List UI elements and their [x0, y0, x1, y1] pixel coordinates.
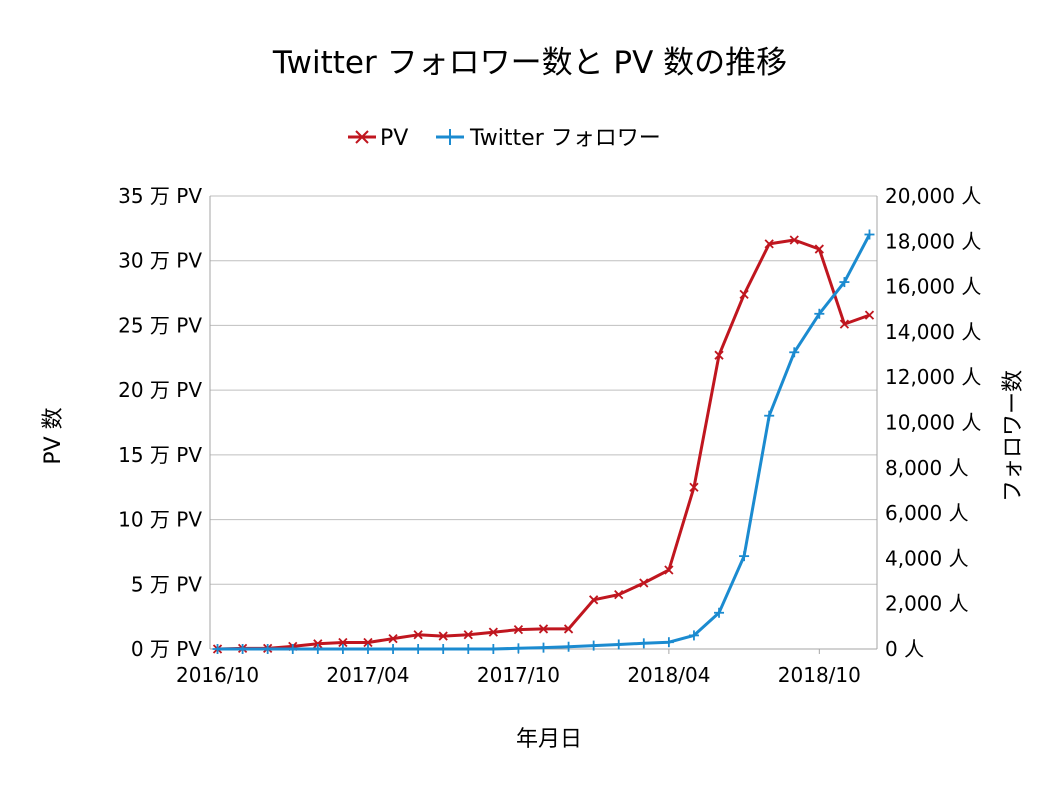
legend-item-pv: PV	[348, 126, 408, 151]
y-left-tick-label: 25 万 PV	[118, 313, 202, 337]
data-point	[689, 482, 699, 492]
axes	[209, 196, 878, 650]
left-axis-ticks: 0 万 PV 5 万 PV 10 万 PV 15 万 PV 20 万 PV 25 万 PV…	[118, 184, 202, 661]
series-pv	[212, 235, 875, 654]
x-tick-label: 2017/10	[477, 663, 560, 687]
data-point	[463, 644, 474, 654]
y-left-tick-label: 5 万 PV	[131, 572, 202, 596]
y-left-tick-label: 0 万 PV	[131, 637, 202, 661]
data-point	[764, 410, 775, 421]
y-left-tick-label: 10 万 PV	[118, 508, 202, 532]
right-axis-ticks: 0 人 2,000 人 4,000 人 6,000 人 8,000 人 10,000 人 1…	[885, 184, 981, 661]
series-line	[217, 238, 871, 651]
data-point	[388, 634, 398, 644]
y-axis-left-title: PV 数	[41, 407, 66, 464]
y-axis-right-title: フォロワー数	[1001, 370, 1026, 502]
data-point	[839, 319, 850, 329]
data-point	[588, 640, 599, 651]
y-right-tick-label: 2,000 人	[885, 592, 969, 616]
x-tick-label: 2018/04	[627, 663, 710, 687]
data-point	[413, 644, 424, 654]
data-point	[589, 595, 599, 605]
data-point	[789, 347, 800, 358]
y-right-tick-label: 10,000 人	[885, 411, 981, 435]
x-axis-title: 年月日	[516, 727, 582, 752]
data-point	[313, 639, 323, 649]
data-point	[488, 644, 499, 654]
data-point	[355, 130, 369, 144]
y-right-tick-label: 16,000 人	[885, 275, 981, 299]
plot-area	[212, 229, 875, 654]
data-point	[864, 310, 875, 320]
data-point	[663, 637, 674, 648]
data-point	[312, 644, 323, 654]
x-tick-label: 2018/10	[778, 663, 861, 687]
legend-marker-pv	[348, 130, 376, 144]
data-point	[212, 644, 223, 654]
data-point	[839, 277, 850, 288]
data-point	[337, 644, 348, 654]
y-right-tick-label: 0 人	[885, 637, 924, 661]
data-point	[664, 565, 674, 575]
data-point	[714, 350, 724, 360]
y-right-tick-label: 6,000 人	[885, 501, 969, 525]
data-point	[488, 627, 498, 637]
legend-label-pv: PV	[380, 126, 408, 151]
data-point	[388, 644, 399, 654]
data-point	[413, 630, 423, 640]
y-left-tick-label: 15 万 PV	[118, 443, 202, 467]
data-point	[262, 644, 273, 654]
data-point	[362, 644, 373, 654]
data-point	[338, 637, 348, 648]
chart-title: Twitter フォロワー数と PV 数の推移	[272, 45, 787, 81]
data-point	[513, 624, 524, 635]
data-point	[814, 308, 825, 319]
gridlines	[210, 195, 877, 650]
data-point	[287, 644, 298, 654]
data-point	[739, 289, 749, 300]
y-right-tick-label: 8,000 人	[885, 456, 969, 480]
series-line	[217, 233, 871, 651]
data-point	[363, 637, 373, 648]
data-point	[463, 630, 473, 640]
y-right-tick-label: 20,000 人	[885, 184, 981, 208]
y-right-tick-label: 12,000 人	[885, 365, 981, 389]
legend-marker-twitter-followers	[436, 129, 464, 145]
data-point	[237, 644, 248, 654]
series-twitter-followers	[212, 229, 875, 654]
x-tick-label: 2016/10	[176, 663, 259, 687]
data-point	[538, 624, 549, 634]
legend-item-twitter-followers: Twitter フォロワー	[436, 126, 661, 151]
y-right-tick-label: 18,000 人	[885, 229, 981, 253]
y-left-tick-label: 30 万 PV	[118, 249, 202, 273]
data-point	[438, 644, 449, 654]
data-point	[538, 642, 549, 653]
data-point	[789, 235, 799, 245]
y-left-tick-label: 35 万 PV	[118, 184, 202, 208]
data-point	[563, 624, 574, 634]
data-point	[764, 239, 774, 249]
data-point	[864, 229, 875, 240]
legend-label-twitter-followers: Twitter フォロワー	[469, 126, 661, 151]
data-point	[513, 643, 524, 654]
data-point	[688, 630, 699, 641]
data-point	[563, 641, 574, 652]
data-point	[638, 638, 649, 649]
y-left-tick-label: 20 万 PV	[118, 378, 202, 402]
data-point	[614, 590, 624, 600]
data-point	[438, 631, 448, 641]
data-point	[442, 129, 458, 145]
legend: PV Twitter フォロワー	[348, 126, 661, 151]
data-point	[814, 244, 824, 254]
x-tick-label: 2017/04	[326, 663, 409, 687]
y-right-tick-label: 14,000 人	[885, 320, 981, 344]
x-axis-ticks: 2016/10 2017/04 2017/10 2018/04 2018/10	[176, 649, 861, 687]
data-point	[639, 578, 649, 588]
y-right-tick-label: 4,000 人	[885, 546, 969, 570]
data-point	[613, 639, 624, 650]
data-point	[739, 551, 750, 562]
data-point	[714, 607, 725, 618]
